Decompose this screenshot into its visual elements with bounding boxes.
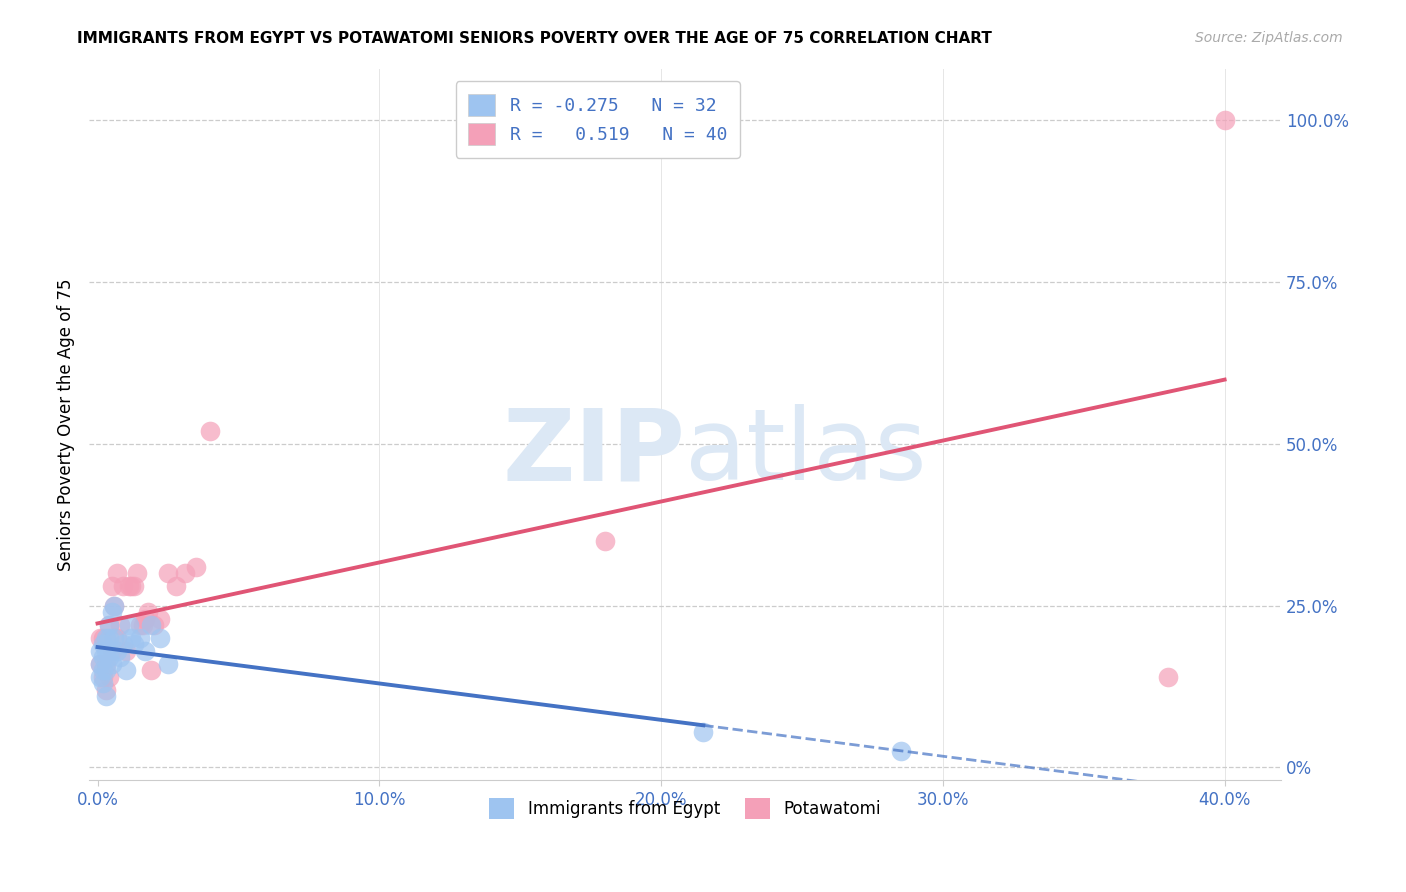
Point [89, 644, 111, 658]
Point [105, 566, 128, 581]
Point [89, 631, 111, 645]
Point [100, 657, 122, 671]
Text: Source: ZipAtlas.com: Source: ZipAtlas.com [1195, 31, 1343, 45]
Point [94, 657, 117, 671]
Point [108, 618, 131, 632]
Point [108, 650, 131, 665]
Point [89, 657, 111, 671]
Text: atlas: atlas [685, 404, 927, 501]
Point [94, 689, 117, 703]
Point [97, 618, 120, 632]
Point [91, 676, 114, 690]
Point [139, 663, 162, 677]
Point [142, 618, 165, 632]
Point [136, 605, 159, 619]
Point [89, 670, 111, 684]
Point [100, 644, 122, 658]
Point [103, 599, 125, 613]
Point [103, 599, 125, 613]
Point [122, 579, 145, 593]
Point [111, 637, 134, 651]
Point [139, 618, 162, 632]
Point [122, 637, 145, 651]
Point [148, 631, 170, 645]
Point [97, 670, 120, 684]
Point [120, 579, 142, 593]
Point [94, 663, 117, 677]
Point [131, 618, 153, 632]
Point [125, 566, 148, 581]
Point [94, 631, 117, 645]
Point [117, 618, 139, 632]
Point [148, 611, 170, 625]
Point [120, 631, 142, 645]
Point [114, 663, 136, 677]
Point [91, 670, 114, 684]
Point [1213, 113, 1236, 128]
Point [100, 579, 122, 593]
Point [165, 579, 187, 593]
Point [200, 424, 222, 438]
Point [186, 559, 208, 574]
Point [91, 663, 114, 677]
Point [91, 650, 114, 665]
Point [100, 605, 122, 619]
Point [134, 644, 156, 658]
Point [97, 650, 120, 665]
Point [94, 682, 117, 697]
Legend: Immigrants from Egypt, Potawatomi: Immigrants from Egypt, Potawatomi [482, 792, 887, 825]
Point [105, 644, 128, 658]
Point [173, 566, 195, 581]
Text: ZIP: ZIP [502, 404, 685, 501]
Point [128, 631, 150, 645]
Point [89, 657, 111, 671]
Point [117, 579, 139, 593]
Point [890, 744, 912, 758]
Y-axis label: Seniors Poverty Over the Age of 75: Seniors Poverty Over the Age of 75 [58, 278, 75, 571]
Point [91, 631, 114, 645]
Point [156, 657, 179, 671]
Point [1157, 670, 1180, 684]
Point [97, 618, 120, 632]
Point [156, 566, 179, 581]
Point [94, 644, 117, 658]
Point [97, 631, 120, 645]
Point [692, 724, 714, 739]
Point [103, 631, 125, 645]
Point [593, 533, 616, 548]
Point [134, 611, 156, 625]
Point [128, 618, 150, 632]
Point [91, 637, 114, 651]
Text: IMMIGRANTS FROM EGYPT VS POTAWATOMI SENIORS POVERTY OVER THE AGE OF 75 CORRELATI: IMMIGRANTS FROM EGYPT VS POTAWATOMI SENI… [77, 31, 993, 46]
Point [105, 631, 128, 645]
Point [111, 579, 134, 593]
Point [114, 644, 136, 658]
